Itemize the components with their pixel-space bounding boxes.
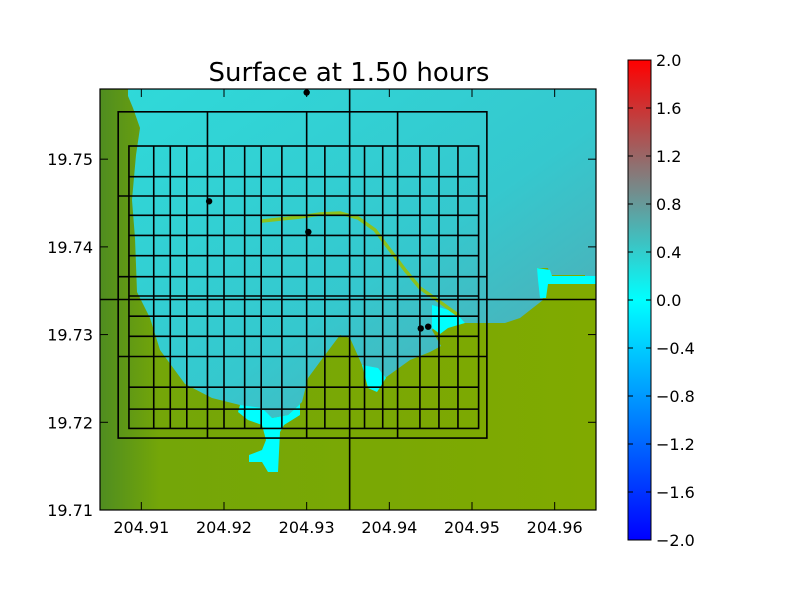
plot-frame [99,88,597,511]
x-tick-label: 204.96 [527,518,583,537]
chart-title: Surface at 1.50 hours [209,58,490,88]
y-tick-label: 19.75 [47,150,93,169]
y-tick-label: 19.72 [47,413,93,432]
colorbar-tick-label: −1.6 [656,483,695,502]
colorbar-ticks: 2.0 1.6 1.2 0.8 0.4 0.0 −0.4 −0.8 −1.2 −1.6 −2.0 [628,51,695,550]
y-axis-ticks: 19.71 19.72 19.73 19.74 19.75 [47,150,596,520]
shallow-water-patch [362,365,386,392]
gauge-point-4 [424,323,432,330]
x-tick-label: 204.95 [444,518,500,537]
colorbar-tick-label: 1.6 [656,99,681,118]
gauge-point-3 [417,325,424,332]
colorbar-tick-label: 2.0 [656,51,681,70]
colorbar-tick-label: 0.8 [656,195,681,214]
y-tick-label: 19.73 [47,326,93,345]
gauge-points [205,89,432,332]
colorbar-tick-label: −2.0 [656,531,695,550]
colorbar-tick-label: −1.2 [656,435,695,454]
x-tick-label: 204.92 [196,518,252,537]
x-tick-label: 204.91 [113,518,169,537]
colorbar-tick-label: 0.4 [656,243,681,262]
refinement-grid-lines [100,89,596,510]
y-tick-label: 19.74 [47,238,93,257]
colorbar-tick-label: −0.4 [656,339,695,358]
shallow-water-east [537,268,596,298]
patch-box-0 [117,111,488,439]
y-tick-label: 19.71 [47,501,93,520]
x-tick-label: 204.93 [279,518,335,537]
patch-box-1 [128,145,480,430]
gauge-point-2 [305,228,312,236]
shallow-water-reef [432,305,465,334]
colorbar-tick-label: 1.2 [656,147,681,166]
x-tick-label: 204.94 [361,518,417,537]
colorbar-tick-label: −0.8 [656,387,695,406]
x-axis-ticks: 204.91 204.92 204.93 204.94 204.95 204.96 [113,89,583,537]
gauge-point-1 [205,198,213,205]
colorbar-tick-label: 0.0 [656,291,681,310]
